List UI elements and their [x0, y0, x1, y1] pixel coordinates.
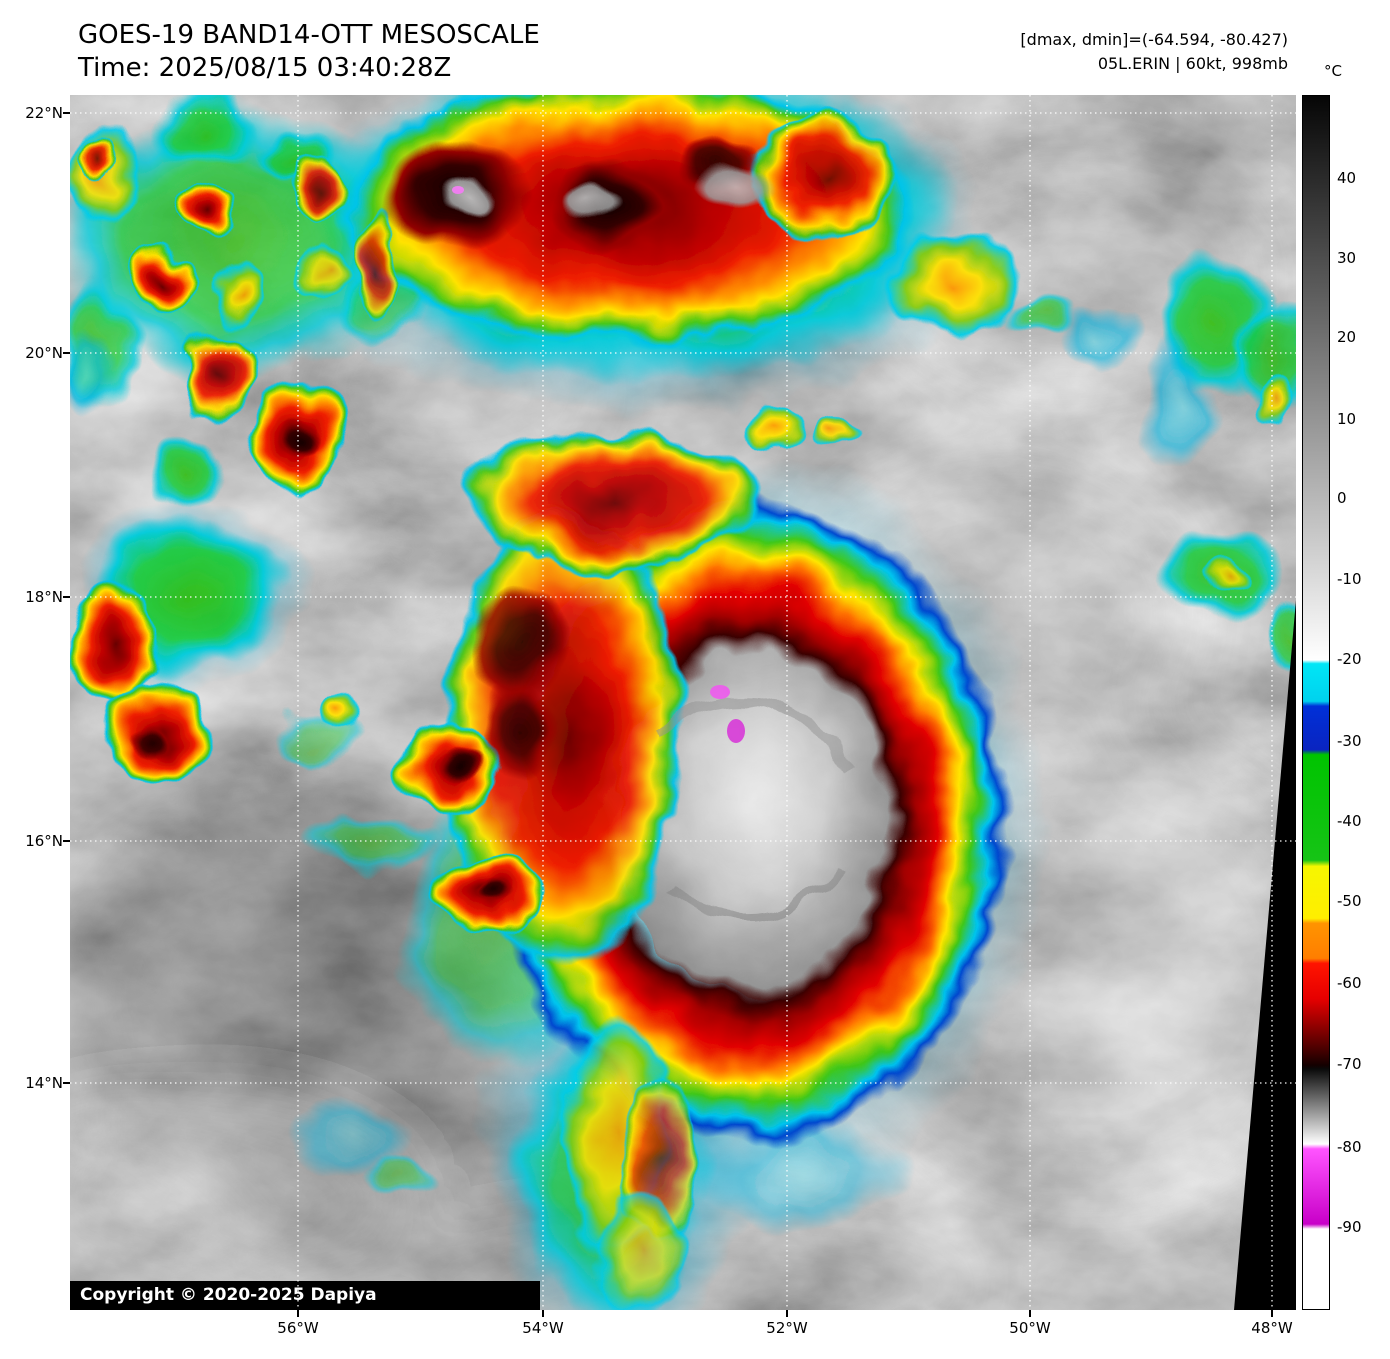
sector-edges — [70, 600, 1296, 1310]
cloud-texture-overlay — [70, 95, 1296, 1310]
colorbar-tick-label: -70 — [1337, 1055, 1362, 1073]
page-title: GOES-19 BAND14-OTT MESOSCALE — [78, 20, 540, 50]
colorbar-tick-label: -10 — [1337, 570, 1362, 588]
colorbar-tick-label: -80 — [1337, 1138, 1362, 1156]
satellite-map — [70, 95, 1296, 1310]
lat-label: 18°N — [25, 588, 63, 606]
colorbar-tick-label: -50 — [1337, 892, 1362, 910]
lon-label: 52°W — [766, 1319, 808, 1337]
lat-axis-tick — [63, 840, 70, 842]
lon-axis-tick — [1271, 1310, 1273, 1317]
lat-axis-tick — [63, 112, 70, 114]
lat-label: 22°N — [25, 104, 63, 122]
colorbar-tick-label: 0 — [1337, 489, 1347, 507]
lon-axis-tick — [786, 1310, 788, 1317]
colorbar-tick-label: 10 — [1337, 410, 1357, 428]
lon-label: 50°W — [1009, 1319, 1051, 1337]
satellite-image — [70, 95, 1296, 1310]
colorbar-tick-label: -90 — [1337, 1218, 1362, 1236]
colorbar-tick-label: -20 — [1337, 650, 1362, 668]
storm-readout: 05L.ERIN | 60kt, 998mb — [1097, 54, 1288, 73]
colorbar-tick-label: -30 — [1337, 732, 1362, 750]
colorbar-tick-label: -40 — [1337, 812, 1362, 830]
timestamp: Time: 2025/08/15 03:40:28Z — [78, 53, 452, 83]
temperature-colorbar — [1302, 95, 1330, 1310]
lon-label: 56°W — [277, 1319, 319, 1337]
lat-label: 20°N — [25, 344, 63, 362]
colorbar-tick-label: 30 — [1337, 249, 1357, 267]
colorbar-tick-label: 20 — [1337, 328, 1357, 346]
copyright-text: Copyright © 2020-2025 Dapiya — [80, 1285, 377, 1305]
colorbar-tick-label: -60 — [1337, 974, 1362, 992]
lon-axis-tick — [297, 1310, 299, 1317]
dmax-dmin-readout: [dmax, dmin]=(-64.594, -80.427) — [1020, 30, 1288, 49]
lat-label: 16°N — [25, 832, 63, 850]
colorbar-tick-label: 40 — [1337, 169, 1357, 187]
lat-axis-tick — [63, 352, 70, 354]
lat-label: 14°N — [25, 1074, 63, 1092]
lat-axis-tick — [63, 1082, 70, 1084]
lon-label: 54°W — [522, 1319, 564, 1337]
lat-axis-tick — [63, 596, 70, 598]
lon-label: 48°W — [1251, 1319, 1293, 1337]
lon-axis-tick — [1029, 1310, 1031, 1317]
lon-axis-tick — [542, 1310, 544, 1317]
colorbar-unit: °C — [1324, 62, 1342, 80]
